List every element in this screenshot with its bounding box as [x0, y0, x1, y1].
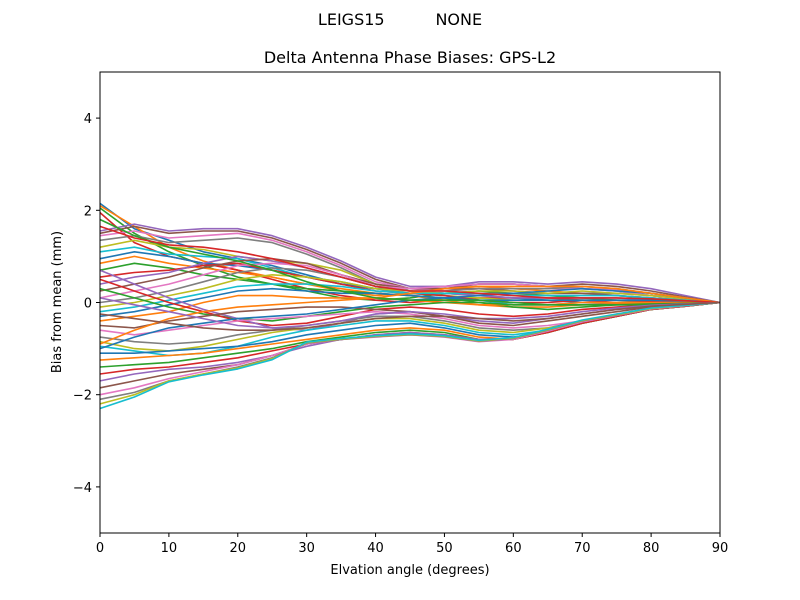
series-line — [99, 225, 721, 304]
x-tick-label: 40 — [367, 541, 384, 556]
y-axis: −4 −2 0 2 4 — [73, 112, 100, 496]
x-tick-label: 90 — [712, 541, 729, 556]
y-tick-label: −2 — [73, 389, 92, 404]
chart-title: Delta Antenna Phase Biases: GPS-L2 — [263, 48, 557, 67]
x-tick-label: 50 — [436, 541, 453, 556]
series-line — [99, 287, 721, 318]
x-tick-label: 80 — [643, 541, 660, 556]
x-tick-label: 0 — [96, 541, 104, 556]
y-tick-label: 4 — [84, 112, 92, 127]
series-line — [99, 301, 721, 389]
x-tick-label: 30 — [298, 541, 315, 556]
series-line — [99, 301, 721, 410]
y-axis-label: Bias from mean (mm) — [50, 231, 65, 373]
series-line — [99, 218, 721, 306]
y-tick-label: 2 — [84, 204, 92, 219]
series-line — [99, 285, 721, 345]
series-line — [99, 301, 721, 332]
x-axis: 0 10 20 30 40 50 60 70 80 90 — [96, 533, 728, 556]
x-tick-label: 20 — [230, 541, 247, 556]
x-tick-label: 10 — [161, 541, 178, 556]
series-lines — [99, 202, 721, 410]
figure-suptitle: LEIGS15 NONE — [317, 10, 483, 29]
y-tick-label: 0 — [84, 297, 92, 312]
series-line — [99, 297, 721, 329]
x-tick-label: 70 — [574, 541, 591, 556]
x-axis-label: Elvation angle (degrees) — [330, 563, 489, 578]
series-line — [99, 223, 721, 304]
y-tick-label: −4 — [73, 481, 92, 496]
x-tick-label: 60 — [505, 541, 522, 556]
